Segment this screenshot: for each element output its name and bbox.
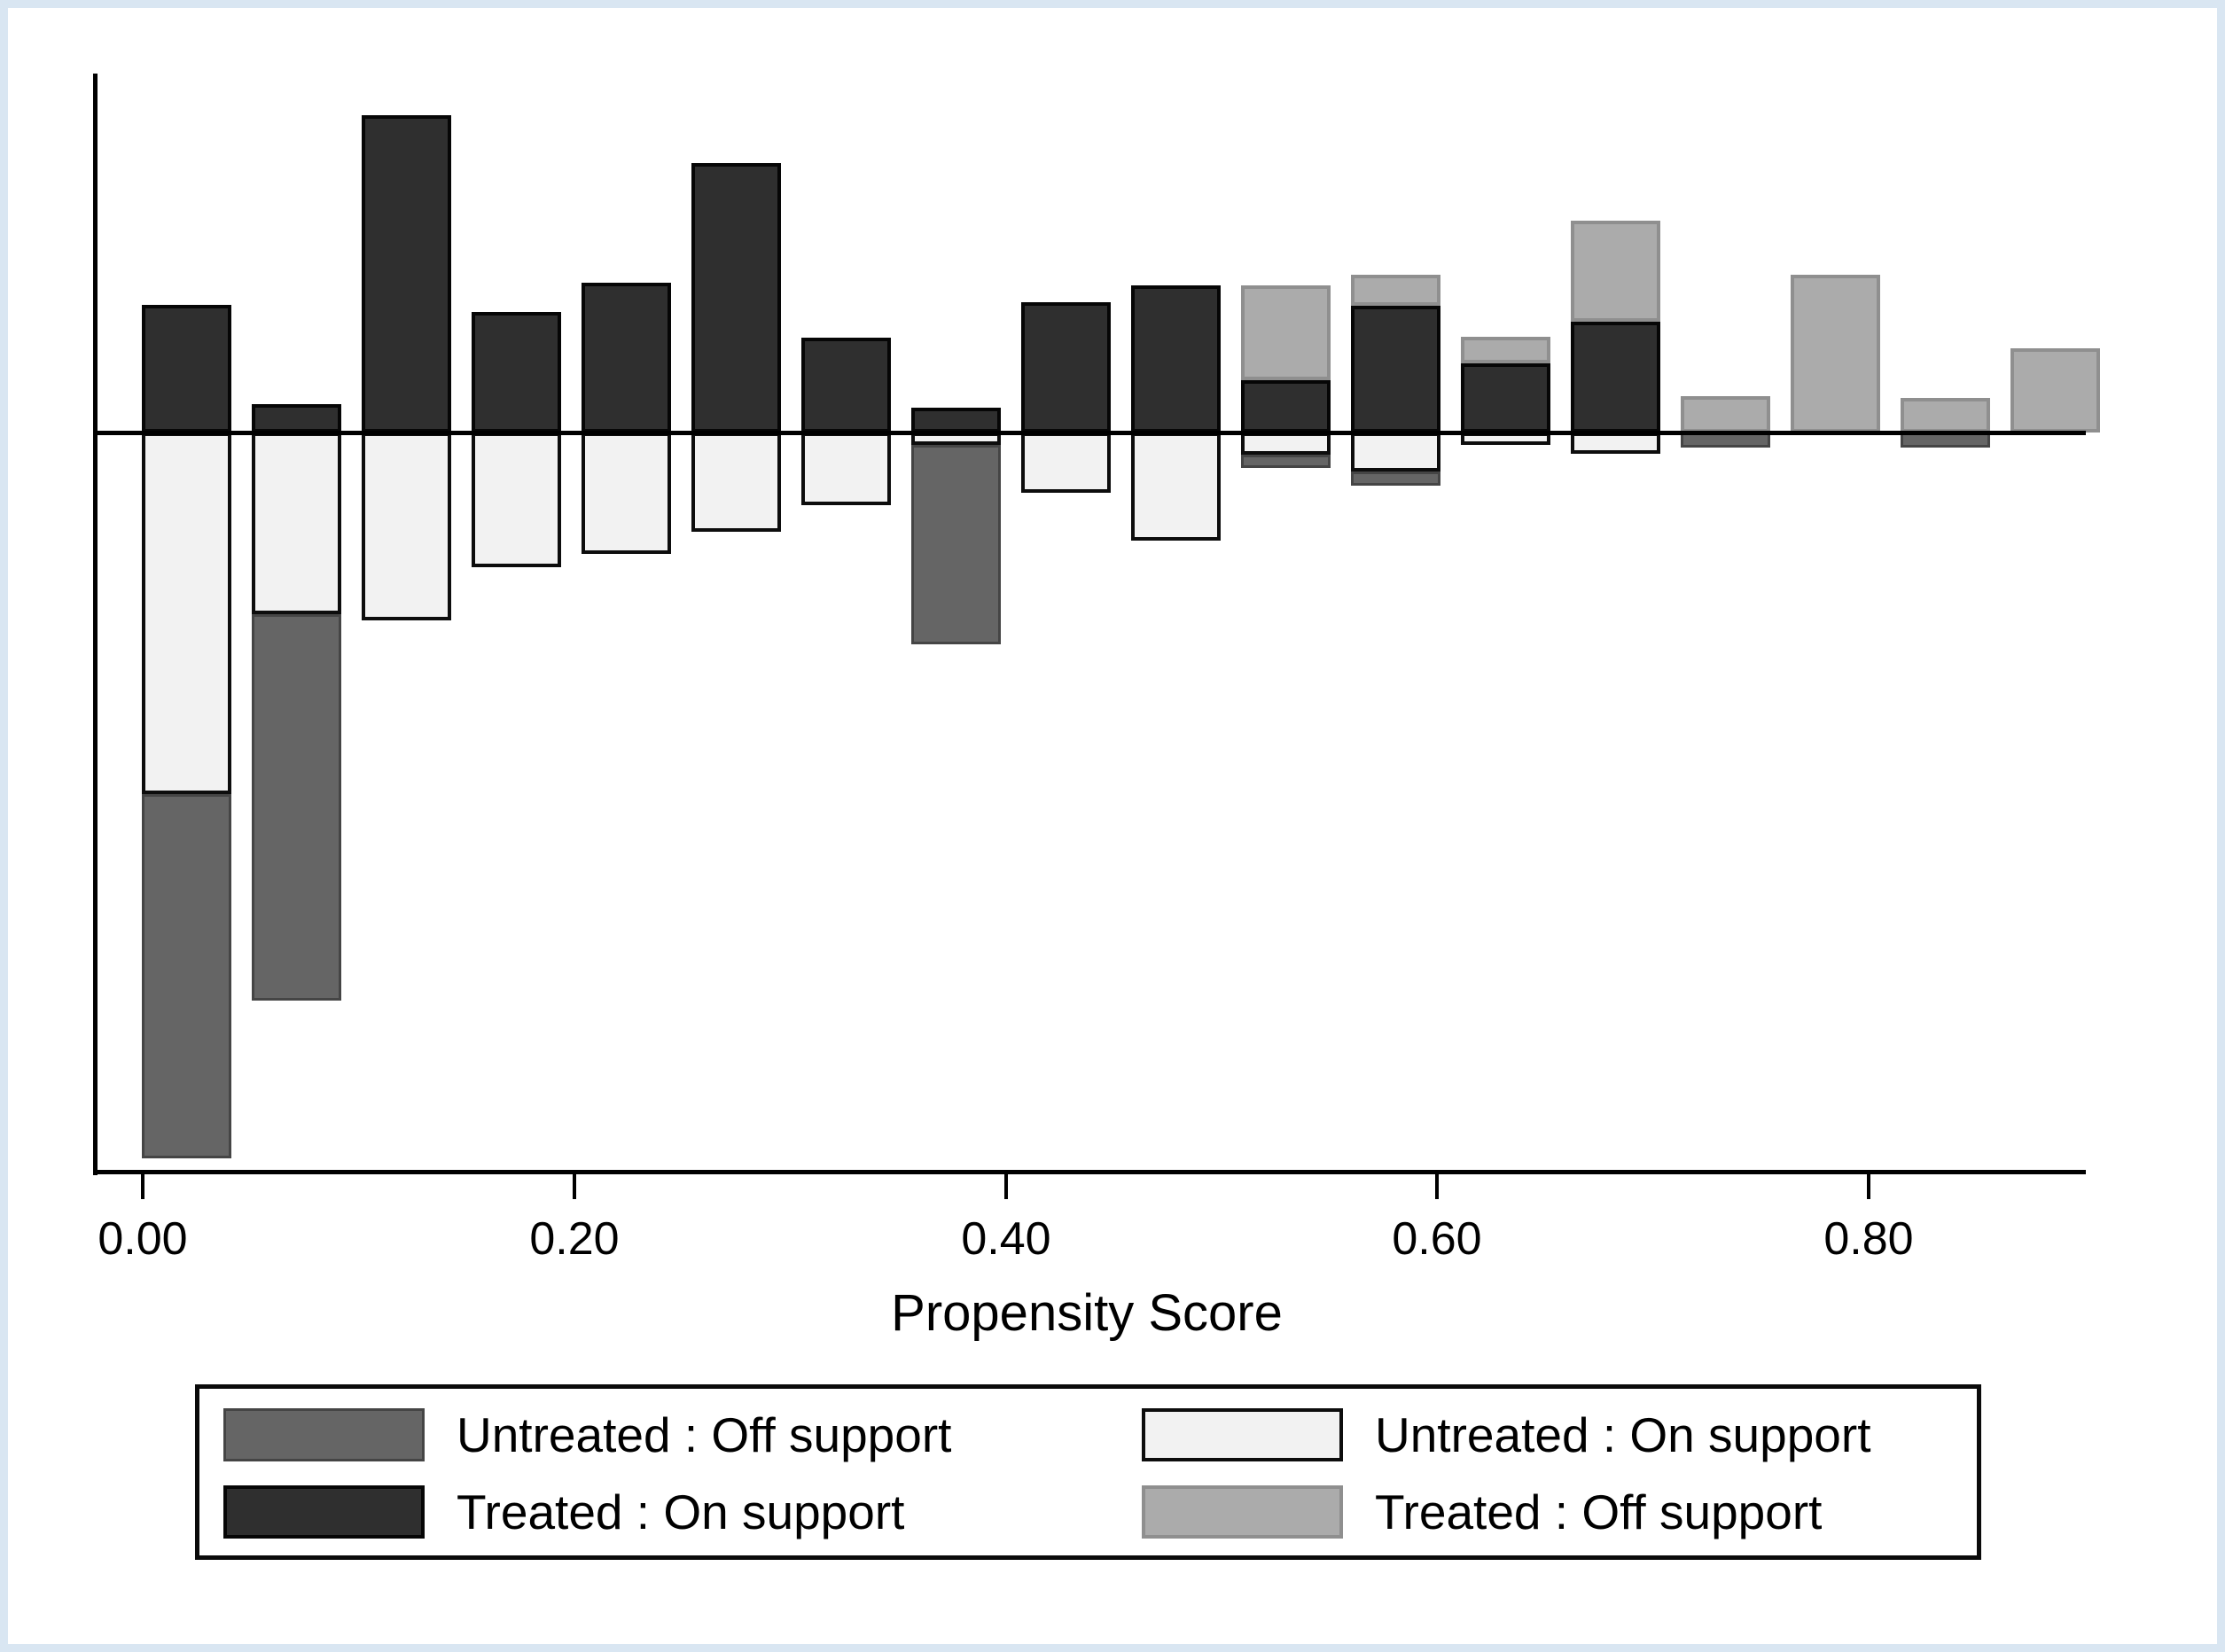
bar-segment-treated-off — [1461, 337, 1550, 363]
bar-segment-untreated-on — [252, 432, 341, 614]
bar-segment-treated-on — [801, 338, 891, 432]
x-tick-0.40 — [1004, 1174, 1008, 1199]
x-tick-label: 0.20 — [529, 1213, 620, 1265]
bar-segment-treated-on — [472, 312, 561, 432]
bar-segment-untreated-on — [472, 432, 561, 567]
bar-segment-treated-on — [911, 408, 1001, 432]
bar-segment-untreated-off — [1351, 471, 1440, 486]
bar-segment-treated-off — [1351, 275, 1440, 306]
bar-segment-treated-on — [1571, 322, 1660, 432]
bar-segment-treated-on — [362, 115, 451, 432]
bar-segment-untreated-on — [801, 432, 891, 505]
bar-segment-treated-off — [1901, 398, 1990, 432]
bar-segment-treated-on — [1241, 380, 1331, 432]
bar-segment-untreated-off — [252, 614, 341, 1001]
bar-segment-treated-on — [582, 283, 671, 432]
bar-segment-treated-on — [1021, 302, 1111, 432]
x-axis-line — [93, 1170, 2086, 1174]
y-axis-line — [93, 74, 98, 1175]
x-tick-0.60 — [1435, 1174, 1439, 1199]
zero-line — [93, 431, 2086, 435]
bar-segment-untreated-off — [1241, 455, 1331, 468]
bar-segment-untreated-on — [582, 432, 671, 554]
legend-swatch-untreated-off-support — [223, 1408, 425, 1461]
x-axis-title: Propensity Score — [891, 1284, 1283, 1342]
bar-segment-untreated-on — [1351, 432, 1440, 471]
bar-segment-treated-off — [2010, 348, 2100, 432]
bar-segment-untreated-on — [1021, 432, 1111, 493]
legend-label-treated-on-support: Treated : On support — [457, 1484, 905, 1539]
legend-swatch-untreated-on-support — [1142, 1408, 1343, 1461]
bar-segment-treated-on — [142, 305, 231, 432]
bar-segment-untreated-on — [362, 432, 451, 620]
bar-segment-treated-on — [691, 163, 781, 432]
legend-swatch-treated-off-support — [1142, 1485, 1343, 1539]
legend-label-treated-off-support: Treated : Off support — [1375, 1484, 1823, 1539]
x-tick-0.00 — [141, 1174, 144, 1199]
bar-segment-treated-off — [1241, 285, 1331, 380]
bar-segment-untreated-on — [1131, 432, 1221, 541]
x-tick-label: 0.80 — [1823, 1213, 1914, 1265]
legend: Untreated : Off support Untreated : On s… — [195, 1384, 1981, 1560]
bar-segment-treated-off — [1791, 275, 1880, 432]
bar-segment-treated-off — [1681, 396, 1770, 432]
bar-segment-treated-off — [1571, 221, 1660, 322]
bar-segment-untreated-on — [1571, 432, 1660, 454]
bar-segment-untreated-on — [1241, 432, 1331, 455]
bar-segment-untreated-on — [142, 432, 231, 794]
bar-segment-treated-on — [252, 404, 341, 432]
x-tick-label: 0.00 — [98, 1213, 188, 1265]
bar-segment-untreated-off — [911, 445, 1001, 644]
legend-label-untreated-off-support: Untreated : Off support — [457, 1407, 952, 1462]
x-tick-label: 0.40 — [961, 1213, 1051, 1265]
legend-swatch-treated-on-support — [223, 1485, 425, 1539]
bar-segment-untreated-on — [691, 432, 781, 532]
bar-segment-treated-on — [1461, 363, 1550, 432]
bar-segment-treated-on — [1131, 285, 1221, 432]
bar-segment-treated-on — [1351, 306, 1440, 432]
x-tick-0.80 — [1867, 1174, 1870, 1199]
legend-label-untreated-on-support: Untreated : On support — [1375, 1407, 1871, 1462]
x-tick-0.20 — [573, 1174, 576, 1199]
x-tick-label: 0.60 — [1392, 1213, 1482, 1265]
bar-segment-untreated-off — [142, 794, 231, 1158]
